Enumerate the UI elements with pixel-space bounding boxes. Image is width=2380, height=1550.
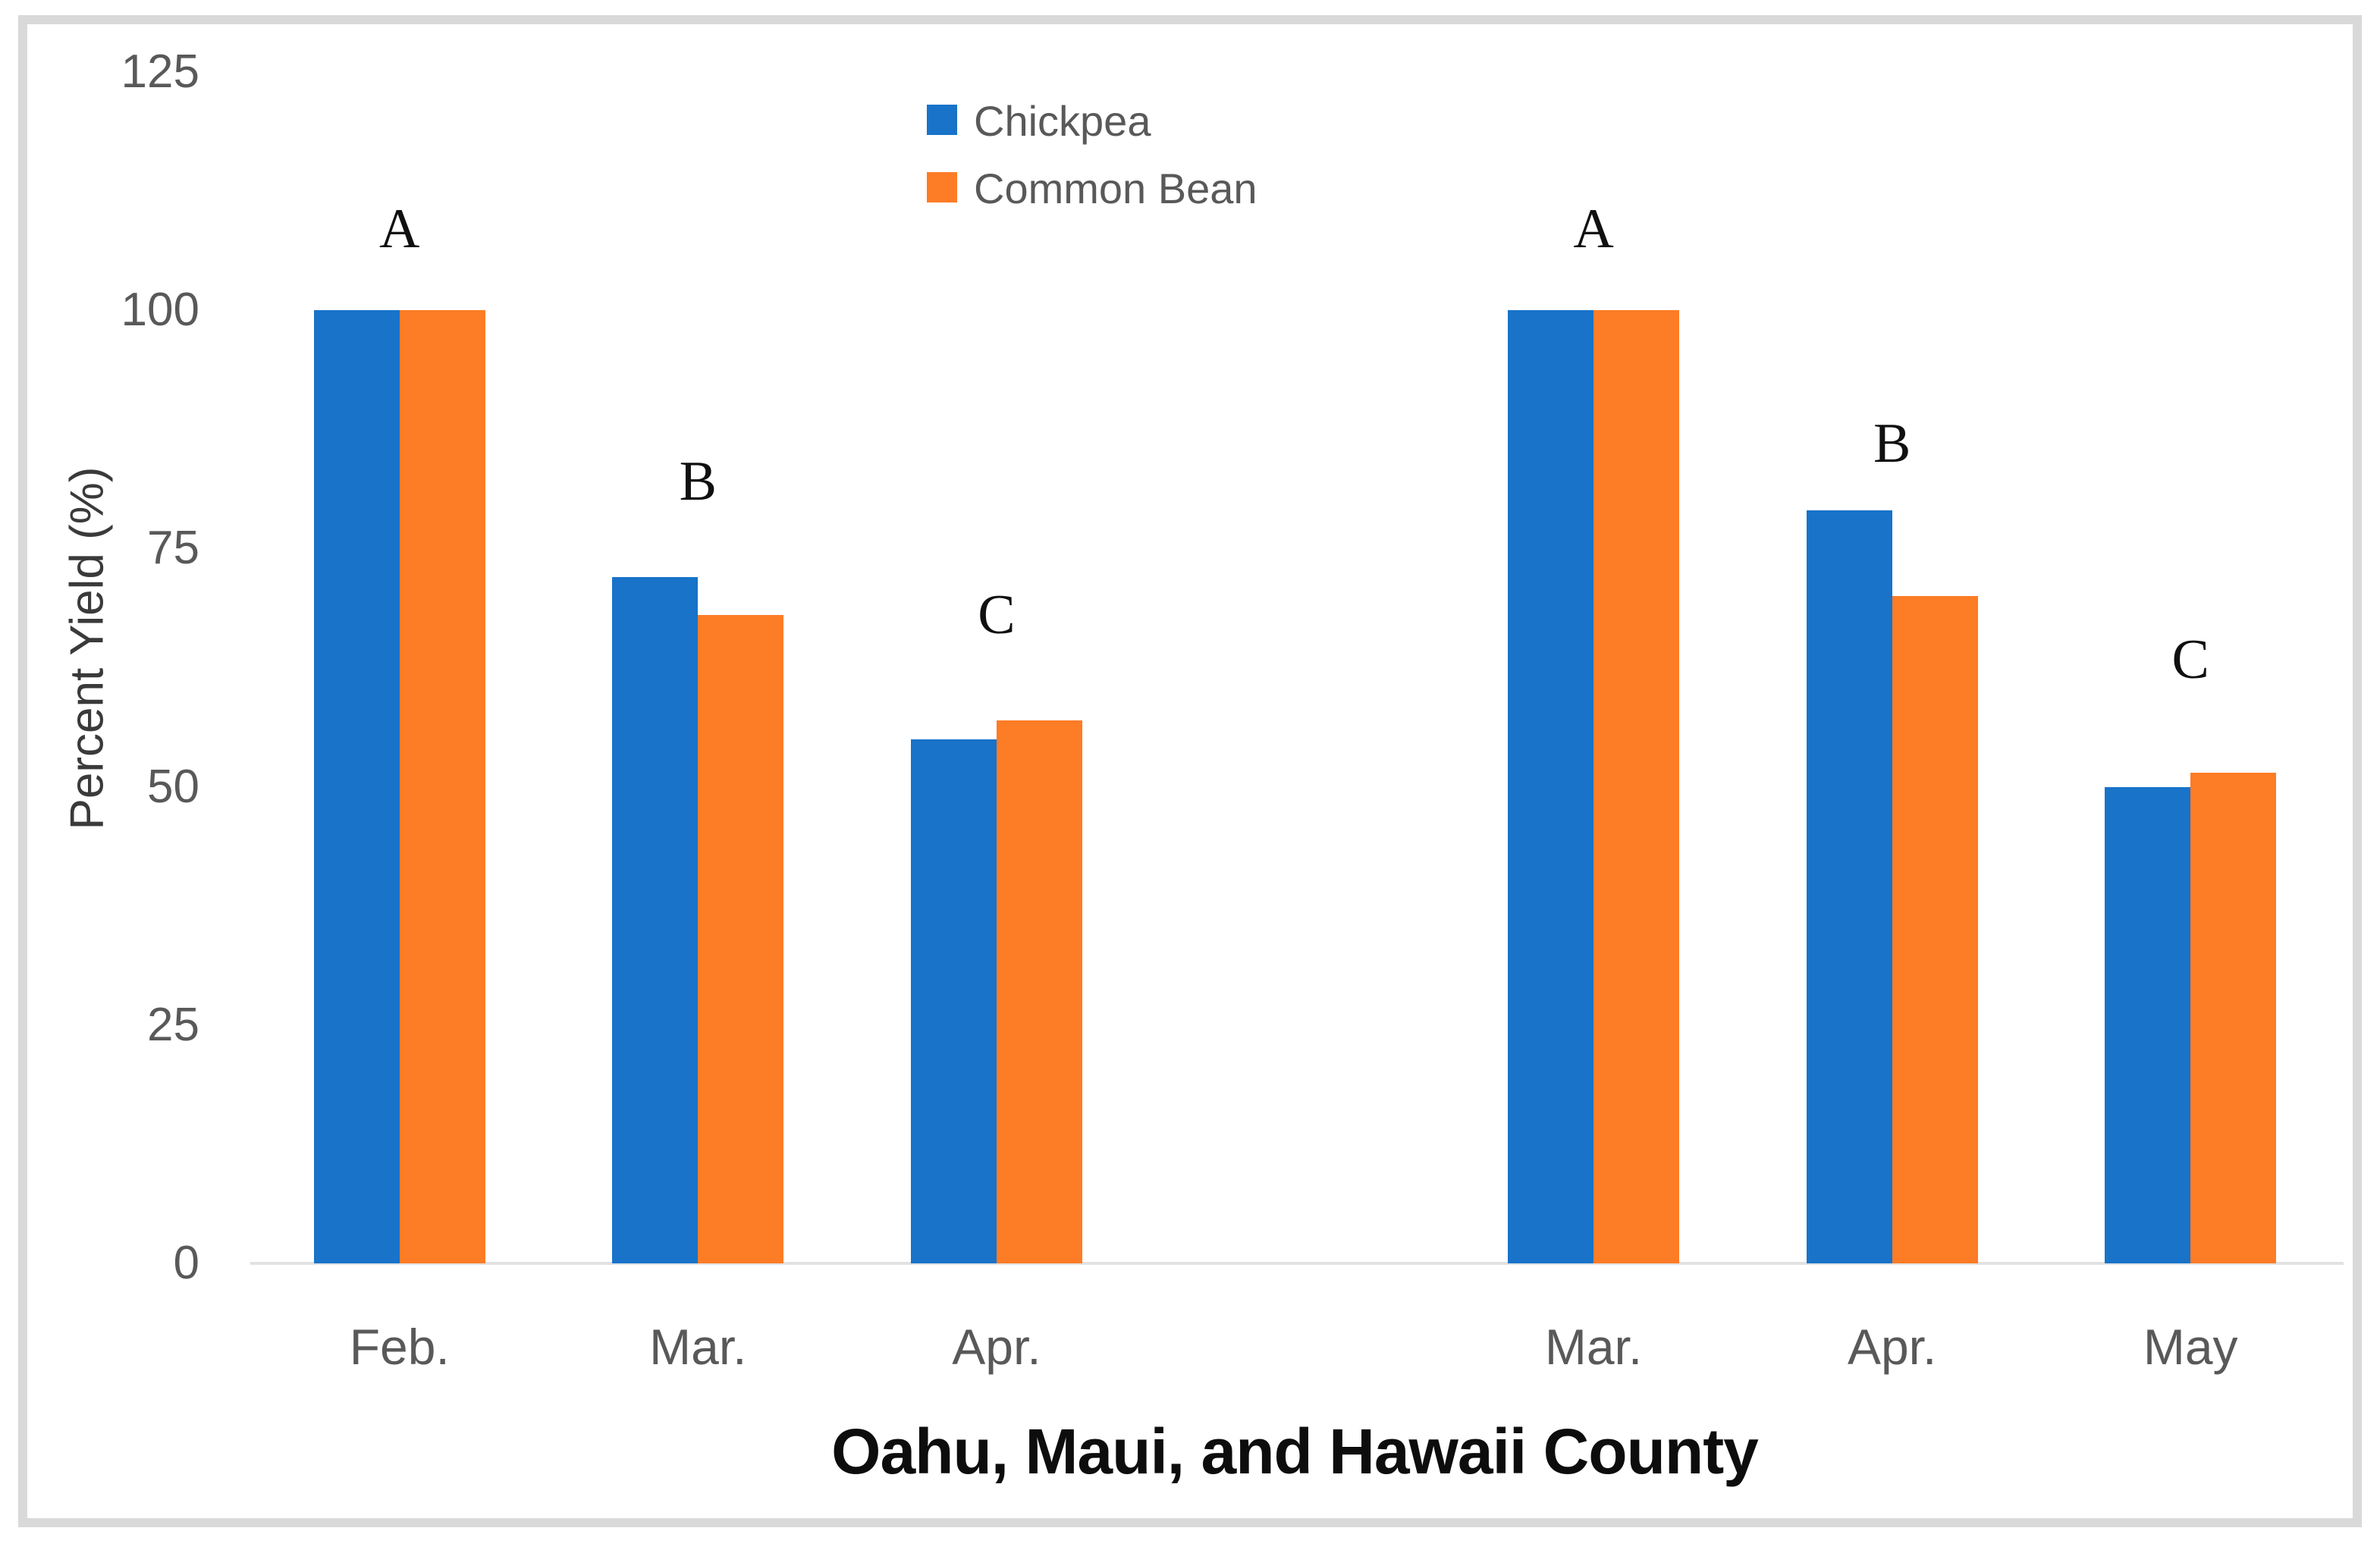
bar-commonbean-mar-slot4	[1593, 310, 1680, 1263]
x-category-label-apr-slot2: Apr.	[952, 1319, 1041, 1375]
bar-chickpea-mar-slot1	[612, 577, 699, 1263]
bar-chickpea-may-slot6	[2105, 786, 2191, 1263]
bar-commonbean-may-slot6	[2190, 772, 2277, 1263]
x-axis-line	[250, 1262, 2344, 1265]
significance-letter-a-slot0: A	[379, 198, 420, 261]
significance-letter-a-slot4: A	[1573, 198, 1614, 261]
significance-letter-c-slot2: C	[978, 584, 1016, 647]
bar-chickpea-apr-slot2	[910, 739, 997, 1263]
y-tick-label-75: 75	[147, 522, 199, 575]
legend-label-commonbean: Common Bean	[974, 165, 1258, 212]
bar-chickpea-mar-slot4	[1508, 310, 1594, 1263]
x-category-label-may-slot6: May	[2143, 1319, 2238, 1375]
bar-commonbean-mar-slot1	[698, 615, 784, 1263]
legend-label-chickpea: Chickpea	[974, 97, 1151, 145]
x-category-label-apr-slot5: Apr.	[1847, 1319, 1937, 1375]
bar-commonbean-apr-slot2	[996, 720, 1082, 1263]
bar-commonbean-apr-slot5	[1892, 596, 1978, 1263]
y-tick-label-125: 125	[121, 45, 199, 98]
x-category-label-mar-slot1: Mar.	[649, 1319, 747, 1375]
bar-chickpea-apr-slot5	[1806, 510, 1892, 1263]
significance-letter-b-slot5: B	[1873, 413, 1911, 475]
significance-letter-c-slot6: C	[2171, 629, 2209, 692]
y-tick-label-0: 0	[173, 1237, 199, 1289]
y-tick-label-100: 100	[121, 284, 199, 337]
y-tick-label-25: 25	[147, 998, 199, 1051]
x-axis-title: Oahu, Maui, and Hawaii County	[831, 1416, 1759, 1487]
significance-letter-b-slot1: B	[679, 450, 717, 513]
legend-swatch-commonbean	[927, 172, 957, 202]
y-tick-label-50: 50	[147, 760, 199, 813]
x-category-label-mar-slot4: Mar.	[1544, 1319, 1643, 1375]
y-axis-title: Percent Yield (%)	[61, 466, 114, 830]
legend-swatch-chickpea	[927, 105, 957, 135]
bar-chickpea-feb-slot0	[313, 310, 400, 1263]
x-category-label-feb-slot0: Feb.	[349, 1319, 450, 1375]
bar-commonbean-feb-slot0	[399, 310, 485, 1263]
